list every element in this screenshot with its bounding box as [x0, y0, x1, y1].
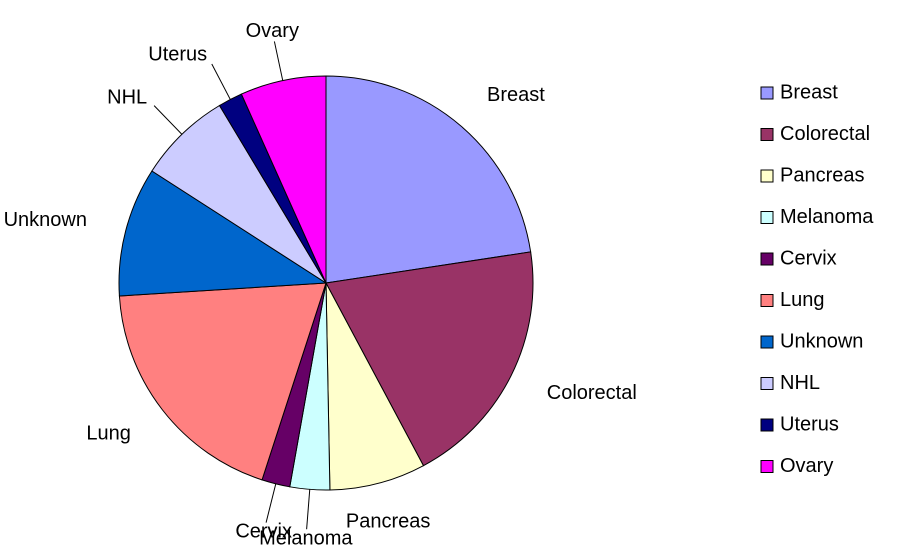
legend-swatch — [760, 377, 774, 390]
legend-swatch — [760, 335, 774, 349]
legend-label: Uterus — [780, 413, 839, 435]
legend-label: Pancreas — [780, 164, 865, 186]
legend-label: NHL — [780, 372, 820, 394]
leader-line — [211, 63, 231, 100]
slice-label: Pancreas — [346, 510, 431, 532]
slice-label: NHL — [107, 87, 147, 109]
legend-swatch — [760, 86, 774, 100]
slice-label: Breast — [487, 84, 545, 106]
legend-label: Melanoma — [780, 206, 874, 228]
legend-swatch — [760, 294, 774, 307]
legend-swatch — [760, 418, 774, 432]
leader-line — [265, 483, 277, 523]
pie-slice — [325, 75, 532, 284]
slice-label: Melanoma — [259, 527, 353, 549]
legend-swatch — [760, 169, 774, 183]
legend-swatch — [760, 211, 774, 224]
legend-swatch — [760, 252, 774, 266]
slice-label: Ovary — [246, 20, 299, 42]
slice-label: Unknown — [4, 209, 87, 231]
legend-label: Breast — [780, 81, 838, 103]
leader-line — [273, 41, 284, 81]
slice-label: Colorectal — [547, 382, 637, 404]
pie-slice — [240, 75, 327, 284]
legend-label: Colorectal — [780, 123, 870, 145]
legend-label: Ovary — [780, 455, 833, 477]
legend-label: Lung — [780, 289, 825, 311]
legend-label: Cervix — [780, 247, 837, 269]
pie-slice — [118, 282, 327, 481]
legend-swatch — [760, 128, 774, 141]
legend-label: Unknown — [780, 330, 863, 352]
leader-line — [306, 489, 311, 530]
pie-slice — [118, 170, 328, 297]
legend-swatch — [760, 460, 774, 473]
pie-slice — [325, 282, 425, 491]
leader-line — [153, 105, 183, 135]
slice-label: Uterus — [148, 43, 207, 65]
slice-label: Lung — [86, 423, 131, 445]
pie-slice — [325, 251, 534, 467]
slice-label: Cervix — [235, 521, 292, 543]
